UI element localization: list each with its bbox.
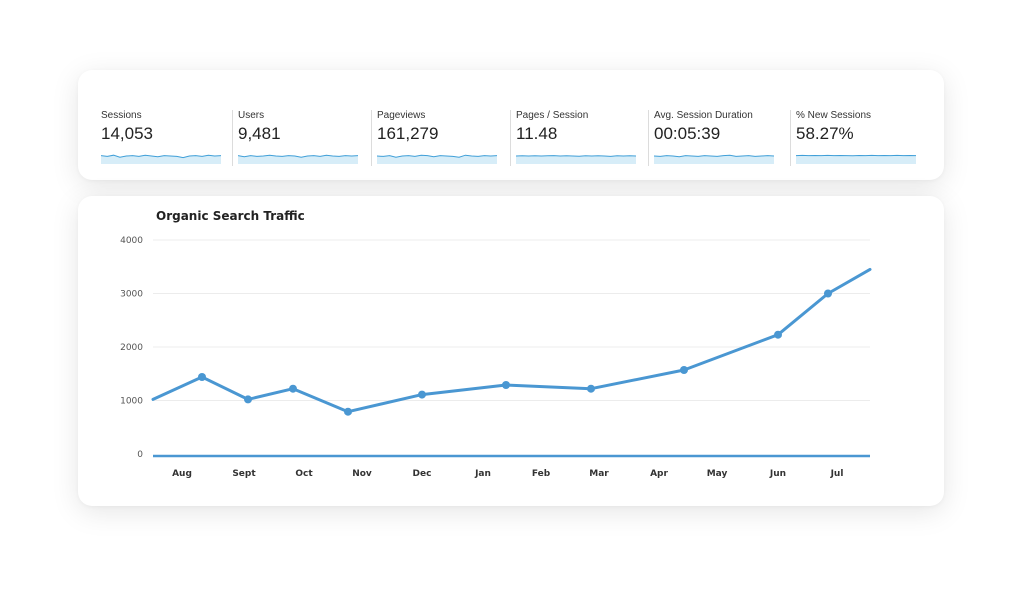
- x-tick-label: Jan: [474, 469, 491, 479]
- divider: [510, 110, 511, 166]
- data-point: [244, 395, 252, 404]
- x-tick-label: Dec: [413, 469, 432, 479]
- sparkline-area: [796, 155, 916, 164]
- data-point: [502, 381, 510, 389]
- metric-pageviews[interactable]: Pageviews 161,279: [371, 110, 503, 168]
- sparkline: [238, 154, 359, 164]
- x-tick-label: Oct: [295, 469, 313, 479]
- sparkline-path: [377, 154, 498, 158]
- x-tick-label: Feb: [532, 469, 551, 479]
- metric-label: Sessions: [101, 110, 142, 121]
- sparkline: [377, 154, 498, 164]
- metric-sessions[interactable]: Sessions 14,053: [101, 110, 225, 168]
- metric-avg-session-duration[interactable]: Avg. Session Duration 00:05:39: [648, 110, 780, 168]
- y-tick-label: 1000: [120, 397, 143, 407]
- gridlines: [153, 239, 870, 458]
- metric-label: Pages / Session: [516, 110, 589, 121]
- metric-new-sessions[interactable]: % New Sessions 58.27%: [790, 110, 922, 168]
- metric-value: 11.48: [516, 124, 558, 143]
- sparkline-area: [377, 155, 497, 164]
- metric-value: 00:05:39: [654, 124, 721, 143]
- data-point: [680, 366, 688, 374]
- metric-value: 14,053: [101, 124, 153, 143]
- divider: [790, 110, 791, 166]
- metric-label: Pageviews: [377, 110, 426, 121]
- x-axis-ticks: Aug Sept Oct Nov Dec Jan Feb Mar Apr May Jun Jul: [172, 469, 843, 479]
- x-tick-label: Mar: [589, 469, 609, 479]
- metric-label: % New Sessions: [796, 110, 872, 121]
- y-axis-ticks: 0 1000 2000 3000 4000: [120, 236, 143, 460]
- sparkline-path: [516, 155, 637, 157]
- y-tick-label: 2000: [120, 343, 143, 353]
- series-line: [151, 267, 872, 414]
- divider: [648, 110, 649, 166]
- y-tick-label: 0: [137, 450, 143, 460]
- x-tick-label: Jul: [830, 469, 844, 479]
- data-point: [344, 407, 352, 416]
- y-tick-label: 4000: [120, 236, 143, 246]
- x-tick-label: Jun: [769, 469, 786, 479]
- organic-search-traffic-card: Organic Search Traffic 0 1000 2000 3000 4000…: [78, 196, 944, 506]
- line-chart: Organic Search Traffic 0 1000 2000 3000 4000…: [120, 209, 872, 479]
- sparkline-area: [101, 155, 221, 164]
- sparkline-area: [238, 155, 358, 164]
- metrics-summary-card: Sessions 14,053 Users 9,481 Pageviews 16…: [78, 70, 944, 180]
- data-point: [289, 384, 297, 393]
- metric-value: 161,279: [377, 124, 439, 143]
- sparkline: [796, 154, 917, 164]
- data-point: [824, 289, 832, 298]
- x-tick-label: Nov: [352, 469, 372, 479]
- y-tick-label: 3000: [120, 290, 143, 300]
- sparkline: [516, 155, 637, 164]
- sparkline: [654, 154, 775, 164]
- metric-pages-per-session[interactable]: Pages / Session 11.48: [510, 110, 642, 168]
- series: [151, 267, 872, 416]
- x-tick-label: Aug: [172, 469, 192, 479]
- chart-title: Organic Search Traffic: [156, 209, 305, 223]
- data-point: [587, 384, 595, 393]
- sparkline-path: [101, 154, 222, 159]
- data-point: [198, 373, 206, 381]
- x-tick-label: Sept: [232, 469, 256, 479]
- divider: [371, 110, 372, 166]
- metric-value: 9,481: [238, 124, 281, 143]
- data-point: [774, 330, 782, 339]
- metric-value: 58.27%: [796, 124, 854, 143]
- sparkline: [101, 154, 222, 164]
- x-tick-label: Apr: [650, 469, 668, 479]
- metric-label: Avg. Session Duration: [654, 110, 753, 121]
- sparkline-path: [654, 154, 775, 158]
- divider: [232, 110, 233, 166]
- sparkline-area: [516, 155, 636, 164]
- metric-label: Users: [238, 110, 265, 121]
- metric-users[interactable]: Users 9,481: [232, 110, 364, 168]
- sparkline-path: [238, 154, 359, 158]
- x-tick-label: May: [707, 469, 728, 479]
- data-point: [418, 390, 426, 399]
- sparkline-area: [654, 155, 774, 164]
